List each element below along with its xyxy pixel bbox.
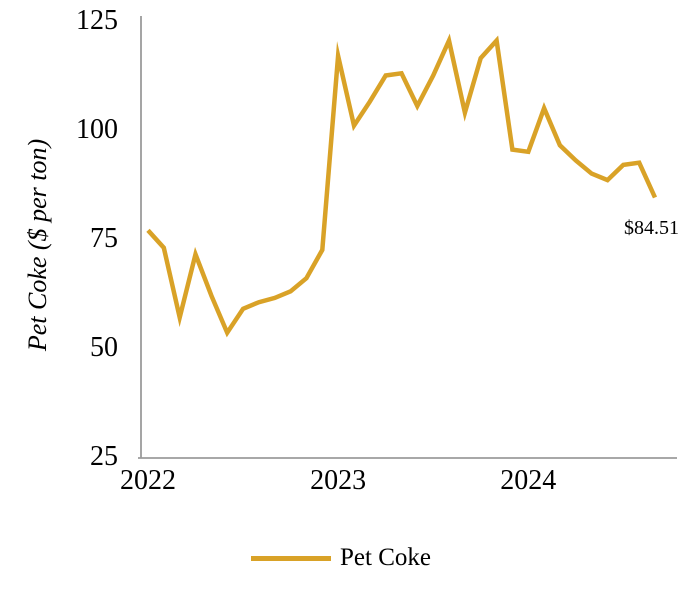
y-tick-label: 25: [90, 441, 118, 472]
y-tick-label: 100: [76, 114, 118, 145]
x-tick-label: 2022: [120, 465, 176, 496]
petcoke-line: [146, 33, 658, 338]
x-tick-label: 2024: [500, 465, 557, 496]
last-value-annotation: $84.51: [624, 216, 679, 239]
y-tick-label: 75: [90, 223, 118, 254]
legend-label: Pet Coke: [340, 544, 431, 571]
x-tick-label: 2023: [310, 465, 367, 496]
legend: Pet Coke: [0, 542, 682, 574]
y-tick-label: 50: [90, 332, 118, 363]
legend-line-swatch: [251, 555, 332, 561]
y-tick-label: 125: [76, 5, 118, 36]
